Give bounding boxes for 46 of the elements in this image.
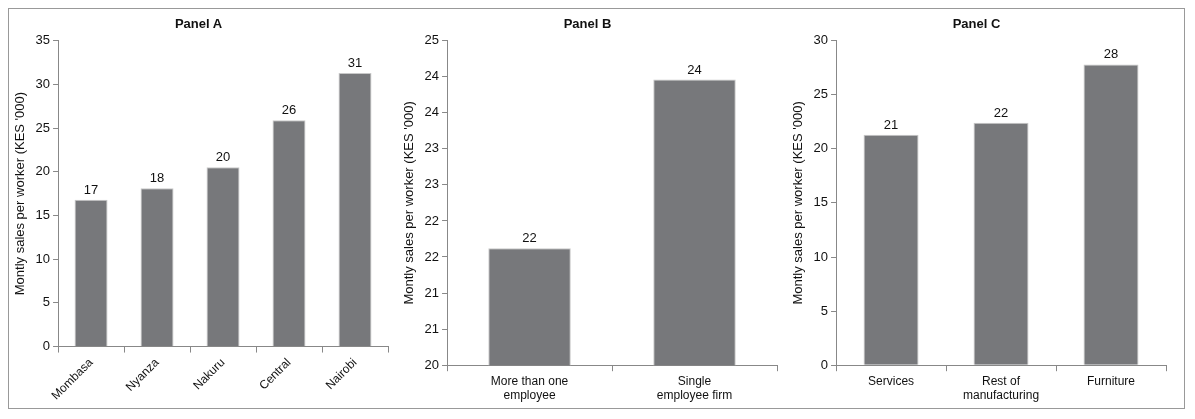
y-tick-label: 21 bbox=[424, 320, 440, 336]
y-tick-label: 0 bbox=[820, 356, 829, 372]
y-axis-title: Montly sales per worker (KES '000) bbox=[12, 91, 28, 296]
y-tick-label: 20 bbox=[813, 140, 829, 156]
y-tick-label: 24 bbox=[424, 104, 440, 120]
data-label: 22 bbox=[993, 104, 1009, 120]
y-tick-label: 22 bbox=[424, 248, 440, 264]
chart-title: Panel B bbox=[563, 16, 612, 32]
x-tick-label: Furniture bbox=[1086, 373, 1136, 388]
y-tick-label: 20 bbox=[35, 163, 51, 179]
y-axis-title: Montly sales per worker (KES '000) bbox=[790, 101, 806, 305]
x-tick-label: Rest of manufacturing bbox=[963, 373, 1040, 403]
data-label: 22 bbox=[522, 230, 537, 246]
y-axis-title: Montly sales per worker (KES '000) bbox=[401, 101, 417, 305]
y-tick-label: 22 bbox=[424, 212, 440, 228]
data-label: 24 bbox=[687, 61, 702, 77]
y-tick-label: 10 bbox=[813, 248, 829, 264]
y-tick-label: 23 bbox=[424, 176, 440, 192]
y-tick-label: 30 bbox=[35, 75, 51, 91]
y-tick-label: 21 bbox=[424, 284, 440, 300]
data-label: 31 bbox=[347, 55, 363, 71]
y-tick-label: 24 bbox=[424, 68, 440, 84]
data-label: 17 bbox=[83, 181, 99, 197]
y-tick-label: 15 bbox=[813, 194, 829, 210]
y-tick-label: 25 bbox=[35, 119, 51, 135]
y-tick-label: 30 bbox=[813, 32, 829, 48]
data-label: 21 bbox=[883, 116, 899, 132]
y-tick-label: 20 bbox=[424, 356, 440, 372]
y-tick-label: 5 bbox=[820, 302, 829, 318]
y-tick-label: 25 bbox=[813, 86, 829, 102]
data-label: 18 bbox=[149, 170, 165, 186]
chart-title: Panel A bbox=[174, 16, 223, 32]
x-tick-label: Single employee firm bbox=[656, 373, 733, 403]
y-tick-label: 35 bbox=[35, 32, 51, 48]
y-tick-label: 5 bbox=[42, 294, 51, 310]
y-tick-label: 15 bbox=[35, 207, 51, 223]
data-label: 28 bbox=[1103, 46, 1119, 62]
y-tick-label: 10 bbox=[35, 250, 51, 266]
x-tick-label: Services bbox=[868, 373, 915, 388]
chart-title: Panel C bbox=[952, 16, 1001, 32]
x-tick-label: More than one employee bbox=[490, 373, 569, 403]
data-label: 20 bbox=[215, 149, 231, 165]
y-tick-label: 0 bbox=[42, 338, 51, 354]
y-tick-label: 23 bbox=[424, 140, 440, 156]
y-tick-label: 25 bbox=[424, 32, 440, 48]
data-label: 26 bbox=[281, 102, 297, 118]
